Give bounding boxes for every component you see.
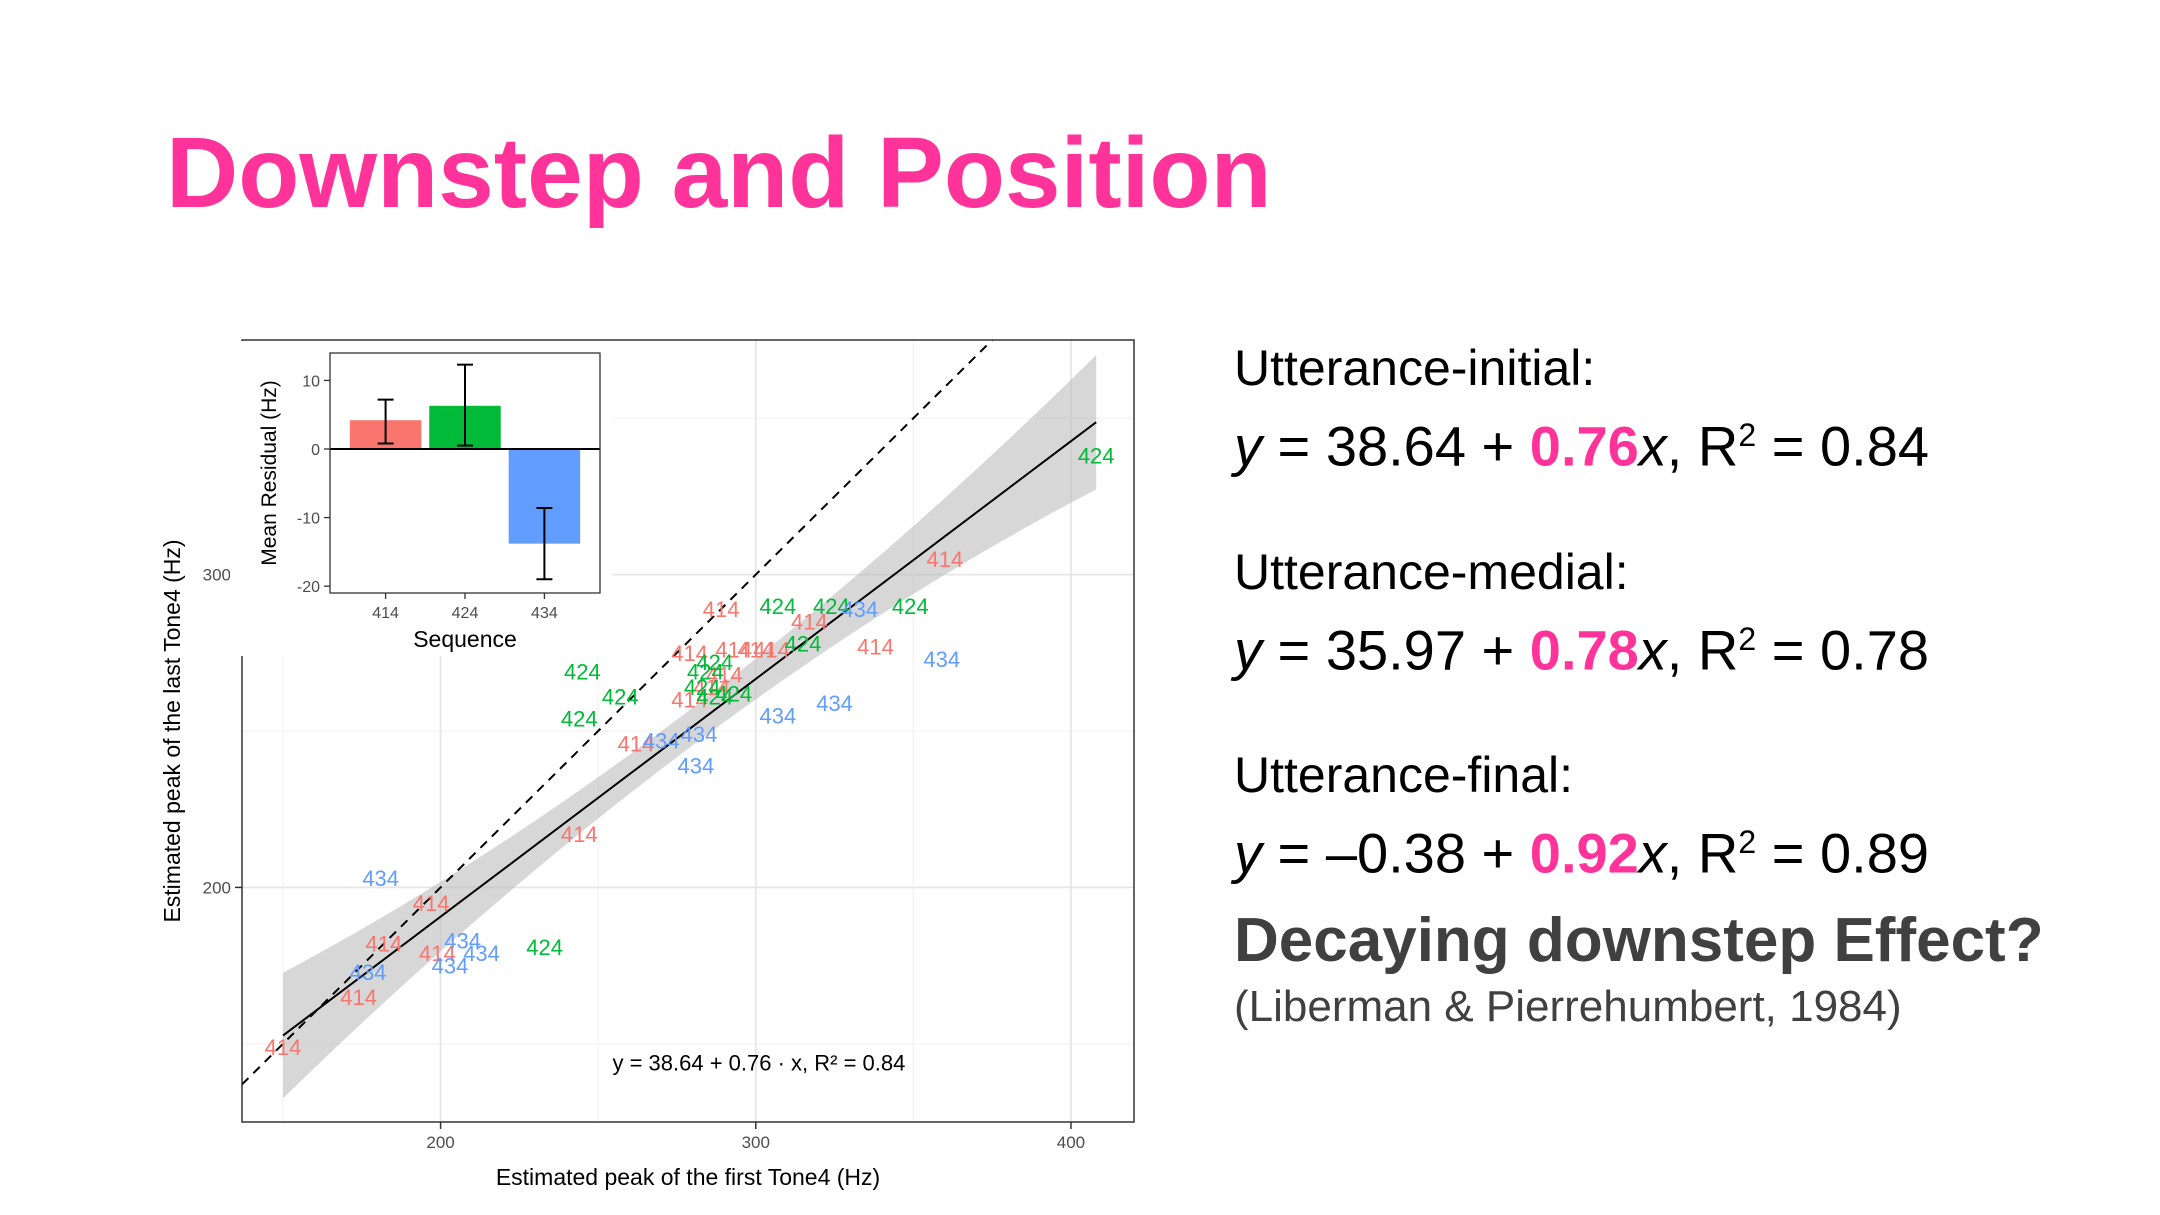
equation-r2: 0.84 <box>1819 414 1929 478</box>
data-point-label: 414 <box>737 638 774 663</box>
scatter-plot: 4144144144144144144144144144144144144144… <box>159 339 1135 1190</box>
data-point-label: 414 <box>791 610 828 635</box>
data-point-label: 414 <box>703 597 740 622</box>
equation-formula: y = –0.38 + 0.92x, R2 = 0.89 <box>1234 821 1929 885</box>
data-point-label: 434 <box>444 929 481 954</box>
data-point-label: 424 <box>526 935 563 960</box>
data-point-label: 434 <box>432 954 469 979</box>
data-point-label: 414 <box>265 1035 302 1060</box>
data-point-label: 414 <box>413 891 450 916</box>
inset-x-tick-label: 414 <box>372 605 399 622</box>
slide-title: Downstep and Position <box>166 117 1272 229</box>
inset-y-tick-label: 10 <box>302 373 320 390</box>
data-point-label: 424 <box>696 650 733 675</box>
data-point-label: 414 <box>927 547 964 572</box>
data-point-label: 414 <box>706 663 743 688</box>
equation-slope: 0.78 <box>1529 618 1639 682</box>
equations-panel: Utterance-initial: y = 38.64 + 0.76x, R2… <box>1234 336 2134 889</box>
data-point-label: 424 <box>759 594 796 619</box>
citation: (Liberman & Pierrehumbert, 1984) <box>1234 982 1902 1031</box>
data-point-label: 414 <box>561 822 598 847</box>
equation-slope: 0.76 <box>1529 414 1639 478</box>
data-point-label: 434 <box>350 960 387 985</box>
regression-line <box>282 421 1097 1037</box>
data-point-label: 434 <box>816 691 853 716</box>
data-point-label: 434 <box>678 753 715 778</box>
inset-y-tick-label: 0 <box>311 442 320 459</box>
equation-intercept: 35.97 <box>1325 618 1466 682</box>
equation-label: Utterance-medial: <box>1234 543 1629 600</box>
data-point-label: 414 <box>419 941 456 966</box>
data-point-label: 414 <box>715 638 752 663</box>
equation-label: Utterance-final: <box>1234 747 1574 804</box>
y-tick-label: 200 <box>203 878 231 897</box>
data-point-label: 424 <box>785 631 822 656</box>
equation-r2: 0.78 <box>1819 618 1929 682</box>
equation-label: Utterance-initial: <box>1234 340 1596 396</box>
data-point-label: 424 <box>687 660 724 685</box>
data-point-label: 424 <box>684 675 721 700</box>
data-point-label: 424 <box>561 706 598 731</box>
inset-x-tick-label: 434 <box>531 605 558 622</box>
data-point-label: 434 <box>643 728 680 753</box>
equation-intercept: –0.38 <box>1325 821 1466 885</box>
equation-formula: y = 38.64 + 0.76x, R2 = 0.84 <box>1234 414 1929 478</box>
data-point-label: 424 <box>564 660 601 685</box>
data-point-label: 434 <box>463 941 500 966</box>
confidence-band <box>282 355 1097 1099</box>
inset-y-tick-label: -10 <box>297 511 320 528</box>
data-point-label: 424 <box>1078 444 1115 469</box>
equation-final: Utterance-final: y = –0.38 + 0.92x, R2 =… <box>1234 743 2134 889</box>
regression-annotation: y = 38.64 + 0.76 · x, R² = 0.84 <box>612 1051 905 1076</box>
data-point-label: 434 <box>759 703 796 728</box>
data-point-label: 424 <box>602 685 639 710</box>
data-point-label: 434 <box>362 866 399 891</box>
data-point-label: 424 <box>696 685 733 710</box>
inset-y-tick-label: -20 <box>297 579 320 596</box>
data-point-label: 424 <box>715 681 752 706</box>
x-tick-label: 200 <box>426 1133 454 1152</box>
data-point-label: 414 <box>340 985 377 1010</box>
y-tick-label: 300 <box>203 566 231 585</box>
data-point-label: 434 <box>681 722 718 747</box>
equation-r2: 0.89 <box>1819 821 1929 885</box>
x-tick-label: 300 <box>742 1133 770 1152</box>
identity-line <box>242 340 993 1086</box>
research-question: Decaying downstep Effect? <box>1234 906 2044 975</box>
x-axis-label: Estimated peak of the first Tone4 (Hz) <box>496 1164 880 1190</box>
equation-formula: y = 35.97 + 0.78x, R2 = 0.78 <box>1234 618 1929 682</box>
equation-medial: Utterance-medial: y = 35.97 + 0.78x, R2 … <box>1234 540 2134 686</box>
data-point-label: 414 <box>857 635 894 660</box>
data-point-label: 424 <box>892 594 929 619</box>
inset-x-tick-label: 424 <box>452 605 479 622</box>
data-point-label: 414 <box>671 688 708 713</box>
data-point-label: 414 <box>753 638 790 663</box>
inset-border <box>329 352 601 594</box>
data-point-label: 414 <box>365 932 402 957</box>
equation-initial: Utterance-initial: y = 38.64 + 0.76x, R2… <box>1234 336 2134 482</box>
inset-y-axis-label: Mean Residual (Hz) <box>258 380 281 566</box>
plot-border <box>241 339 1135 1123</box>
inset-bar-chart: -20 -10 0 10 414 424 434 Sequence Mean Residua… <box>230 341 612 656</box>
y-axis-label: Estimated peak of the last Tone4 (Hz) <box>159 539 185 922</box>
data-point-label: 414 <box>671 641 708 666</box>
data-point-label: 414 <box>693 675 730 700</box>
x-tick-label: 400 <box>1057 1133 1085 1152</box>
inset-x-axis-label: Sequence <box>413 626 517 652</box>
data-point-label: 434 <box>923 647 960 672</box>
data-point-label: 424 <box>813 594 850 619</box>
data-point-label: 414 <box>618 732 655 757</box>
equation-intercept: 38.64 <box>1325 414 1466 478</box>
data-point-label: 434 <box>841 597 878 622</box>
equation-slope: 0.92 <box>1529 821 1639 885</box>
